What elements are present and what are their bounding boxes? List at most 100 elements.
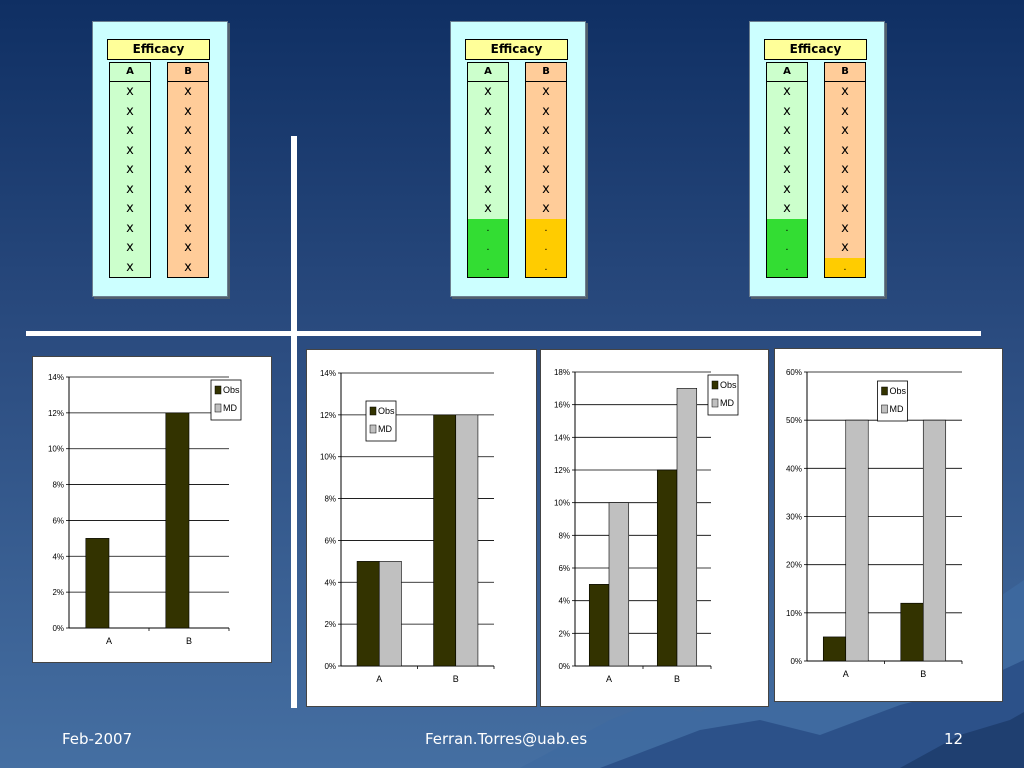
observed-cell: x	[783, 142, 791, 158]
observed-cell: x	[484, 103, 492, 119]
observed-cell: x	[542, 142, 550, 158]
observed-cell: x	[484, 201, 492, 216]
observed-cell: x	[783, 103, 791, 119]
observed-cell: x	[841, 142, 849, 158]
missing-cell: .	[468, 238, 508, 258]
bar-obs-a	[85, 538, 110, 629]
bar-chart-1-svg: 0% 2% 4% 6% 8% 10% 12% 14% A B Obs MD	[48, 373, 242, 646]
footer-page-number: 12	[944, 730, 964, 748]
y-tick-label: 0%	[558, 662, 570, 671]
bar-chart-2: 0% 2% 4% 6% 8% 10% 12% 14% A B Obs MD	[306, 349, 537, 707]
y-tick-label: 2%	[558, 629, 570, 638]
y-tick-label: 8%	[558, 531, 570, 540]
bar-obs-b	[165, 412, 190, 629]
y-tick-label: 14%	[554, 433, 570, 442]
bar-md-a	[378, 561, 402, 667]
bar-chart-2-svg: 0% 2% 4% 6% 8% 10% 12% 14% A B Obs MD	[320, 369, 495, 684]
observed-cell: x	[484, 142, 492, 158]
column-header-a: A	[767, 63, 807, 82]
missing-cell: .	[468, 257, 508, 277]
observed-cell: x	[841, 162, 849, 177]
observed-cell: x	[542, 84, 550, 99]
legend-label-md: MD	[378, 424, 392, 434]
observed-cell: x	[184, 123, 192, 138]
observed-cell: x	[542, 201, 550, 216]
y-tick-label: 14%	[320, 369, 336, 378]
bar-chart-4-svg: 0% 10% 20% 30% 40% 50% 60% A B Obs MD	[786, 368, 963, 679]
observed-cell: x	[783, 123, 791, 138]
legend-swatch-md	[214, 403, 222, 413]
chart-legend: Obs MD	[877, 380, 908, 422]
chart-legend: Obs MD	[707, 374, 739, 416]
bar-chart-1: 0% 2% 4% 6% 8% 10% 12% 14% A B Obs MD	[32, 356, 272, 663]
footer-date: Feb-2007	[62, 730, 133, 748]
missing-cell: .	[468, 218, 508, 238]
observed-cell: x	[783, 84, 791, 99]
x-category-label: B	[453, 674, 459, 684]
y-tick-label: 4%	[324, 578, 336, 587]
legend-swatch-obs	[881, 386, 888, 396]
bar-obs-a	[822, 636, 847, 662]
y-tick-label: 30%	[786, 513, 802, 522]
x-category-label: A	[843, 669, 849, 679]
legend-label-obs: Obs	[378, 406, 395, 416]
bar-obs-b	[656, 469, 678, 667]
y-tick-label: 4%	[558, 597, 570, 606]
legend-swatch-obs	[214, 385, 222, 395]
column-header-b: B	[825, 63, 865, 82]
missing-cell: .	[767, 218, 807, 238]
bar-md-a	[608, 502, 630, 667]
y-tick-label: 40%	[786, 464, 802, 473]
legend-swatch-md	[881, 404, 888, 414]
observed-cell: x	[484, 123, 492, 138]
observed-cell: x	[841, 240, 849, 255]
observed-cell: x	[184, 259, 192, 275]
legend-label-obs: Obs	[890, 386, 907, 396]
y-tick-label: 10%	[786, 609, 802, 618]
horizontal-divider	[26, 331, 981, 336]
observed-cell: x	[484, 84, 492, 99]
bar-md-b	[676, 388, 698, 667]
bar-chart-3: 0% 2% 4% 6% 8% 10% 12% 14% 16% 18% A B Obs MD	[540, 349, 769, 707]
y-tick-label: 20%	[786, 561, 802, 570]
bar-obs-b	[433, 414, 457, 667]
y-tick-label: 18%	[554, 368, 570, 377]
x-category-label: A	[606, 674, 612, 684]
observed-cell: x	[484, 162, 492, 177]
missing-cell: .	[767, 238, 807, 258]
missing-cell: .	[825, 257, 865, 277]
y-tick-label: 8%	[324, 495, 336, 504]
y-tick-label: 10%	[48, 445, 64, 454]
observed-cell: x	[126, 142, 134, 158]
y-tick-label: 0%	[324, 662, 336, 671]
x-category-label: B	[186, 636, 192, 646]
y-tick-label: 8%	[52, 481, 64, 490]
y-tick-label: 6%	[324, 536, 336, 545]
observed-cell: x	[126, 103, 134, 119]
observed-cell: x	[184, 162, 192, 177]
observed-cell: x	[484, 181, 492, 197]
observed-cell: x	[841, 103, 849, 119]
observed-cell: x	[126, 240, 134, 255]
y-tick-label: 6%	[52, 516, 64, 525]
bar-chart-4: 0% 10% 20% 30% 40% 50% 60% A B Obs MD	[774, 348, 1003, 702]
observed-cell: x	[126, 162, 134, 177]
x-category-label: B	[674, 674, 680, 684]
legend-label-md: MD	[720, 398, 734, 408]
observed-cell: x	[126, 220, 134, 236]
footer-email: Ferran.Torres@uab.es	[425, 730, 588, 748]
table-title: Efficacy	[764, 39, 867, 60]
y-tick-label: 2%	[324, 620, 336, 629]
column-header-b: B	[526, 63, 566, 82]
observed-cell: x	[126, 181, 134, 197]
missing-cell: .	[526, 238, 566, 258]
observed-cell: x	[126, 259, 134, 275]
observed-cell: x	[126, 84, 134, 99]
column-header-a: A	[468, 63, 508, 82]
observed-cell: x	[184, 240, 192, 255]
observed-cell: x	[126, 123, 134, 138]
